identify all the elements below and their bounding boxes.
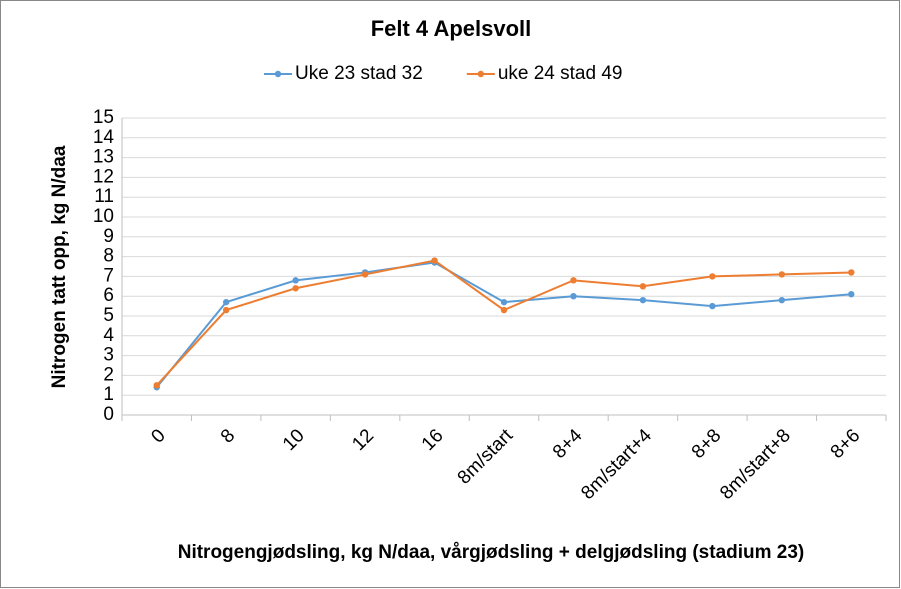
legend-label: Uke 23 stad 32 <box>295 63 423 84</box>
y-tick-label: 15 <box>93 107 114 128</box>
data-point <box>570 277 577 284</box>
y-tick-label: 14 <box>93 127 115 148</box>
legend-label: uke 24 stad 49 <box>498 63 623 84</box>
legend-marker <box>477 70 485 78</box>
data-point <box>222 298 230 306</box>
y-tick-label: 2 <box>103 364 114 385</box>
y-tick-label: 11 <box>94 186 114 207</box>
data-point <box>639 283 647 290</box>
y-tick-label: 1 <box>103 384 114 405</box>
data-point <box>431 257 438 264</box>
y-tick-label: 10 <box>93 206 114 227</box>
y-tick-label: 0 <box>103 404 114 425</box>
data-point <box>222 306 230 314</box>
y-tick-label: 4 <box>103 325 114 346</box>
y-tick-label: 6 <box>103 285 114 306</box>
data-point <box>848 291 855 298</box>
data-point <box>500 298 508 306</box>
data-point <box>709 302 716 310</box>
data-point <box>153 382 160 389</box>
data-point <box>778 296 786 304</box>
y-tick-label: 12 <box>93 166 114 187</box>
data-point <box>570 293 577 300</box>
legend-marker <box>274 70 282 78</box>
data-point <box>778 271 786 278</box>
y-tick-label: 7 <box>103 265 114 286</box>
y-axis-title: Nitrogen tatt opp, kg N/daa <box>49 145 70 388</box>
data-point <box>848 269 855 276</box>
chart-title: Felt 4 Apelsvoll <box>371 16 532 41</box>
y-tick-label: 9 <box>103 226 114 247</box>
data-point <box>639 296 647 304</box>
data-point <box>292 277 299 284</box>
y-tick-label: 13 <box>93 147 114 168</box>
data-point <box>500 306 508 314</box>
data-point <box>709 273 716 280</box>
data-point <box>361 271 369 278</box>
y-tick-label: 8 <box>103 246 114 267</box>
data-point <box>292 285 299 292</box>
x-axis-title: Nitrogengjødsling, kg N/daa, vårgjødslin… <box>178 542 805 563</box>
y-tick-label: 5 <box>103 305 114 326</box>
y-tick-label: 3 <box>103 345 114 366</box>
